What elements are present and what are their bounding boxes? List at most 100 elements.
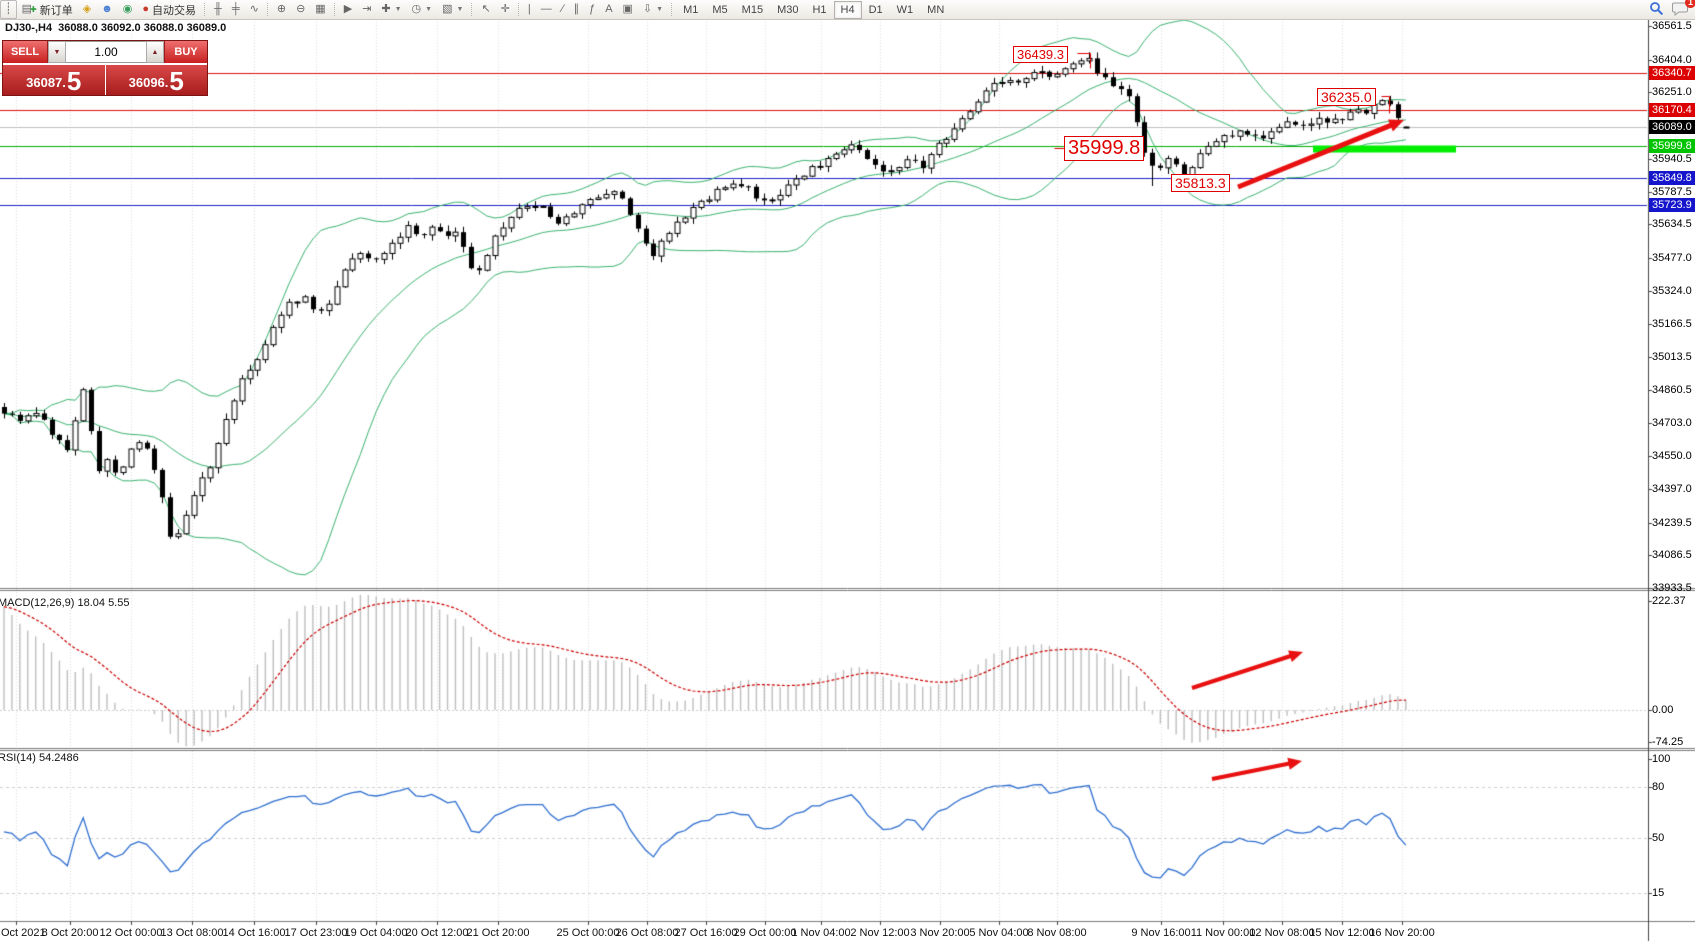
- price-axis-tick: 36561.5: [1652, 20, 1692, 32]
- sell-button[interactable]: SELL: [3, 41, 48, 63]
- horizontal-line-button[interactable]: ―: [536, 0, 557, 19]
- price-axis-tick: 34550.0: [1652, 450, 1692, 463]
- time-axis-label: 29 Oct 00:00: [733, 927, 797, 939]
- time-axis-label: 12 Oct 00:00: [99, 927, 163, 939]
- zoom-in-icon: ⊕: [276, 3, 287, 15]
- trendline-icon: ∕: [561, 3, 564, 15]
- price-axis-tick: 34860.5: [1652, 383, 1692, 396]
- auto-scroll-icon: ▶: [343, 3, 353, 15]
- price-axis-tick: 34397.0: [1652, 482, 1692, 495]
- price-axis-badge: 35849.8: [1649, 171, 1695, 186]
- bar-chart-button[interactable]: ╫: [209, 0, 227, 19]
- volume-increase-button[interactable]: ▲: [146, 41, 164, 63]
- timeframe-h1-button[interactable]: H1: [812, 3, 827, 16]
- text-icon: A: [605, 3, 613, 15]
- rsi-axis-tick: 100: [1652, 753, 1671, 765]
- drag-handle-icon: ┊: [0, 0, 17, 19]
- price-axis-tick: 35166.5: [1652, 318, 1692, 331]
- arrows-icon: ⇩: [642, 3, 653, 15]
- auto-trading-icon: ●: [142, 3, 150, 15]
- price-axis-badge: 36340.7: [1649, 66, 1695, 81]
- equidistant-channel-icon: ∥: [573, 3, 580, 15]
- vertical-line-button[interactable]: |: [523, 0, 536, 19]
- price-callout-low[interactable]: 35813.3: [1171, 174, 1230, 192]
- price-axis-tick: 35324.0: [1652, 284, 1692, 297]
- timeframe-w1-button[interactable]: W1: [896, 3, 914, 16]
- add-indicator-button[interactable]: ✚ ▼: [376, 0, 406, 19]
- candlestick-chart-icon: ╪: [231, 3, 240, 15]
- templates-button[interactable]: ▧ ▼: [437, 0, 468, 19]
- community-icon[interactable]: ☻: [96, 0, 118, 19]
- vertical-line-icon: |: [527, 3, 531, 15]
- time-axis-label: 19 Oct 04:00: [344, 927, 408, 939]
- time-axis-label: 2 Nov 12:00: [850, 927, 910, 939]
- layouts-icon[interactable]: ◈: [78, 0, 96, 19]
- chart-shift-icon: ⇥: [362, 3, 372, 15]
- templates-icon: ▧: [442, 3, 453, 15]
- zoom-out-button[interactable]: ⊖: [291, 0, 310, 19]
- time-axis-label: 5 Nov 04:00: [969, 927, 1029, 939]
- fibonacci-icon: ƒ: [589, 3, 596, 15]
- trendline-button[interactable]: ∕: [557, 0, 569, 19]
- drag-handle-icon: ┊: [5, 3, 12, 15]
- volume-decrease-button[interactable]: ▼: [48, 41, 66, 63]
- price-axis-badge: 36089.0: [1649, 120, 1695, 135]
- periods-button[interactable]: ◷ ▼: [407, 0, 438, 19]
- price-callout-pivot[interactable]: 35999.8: [1064, 136, 1145, 161]
- cursor-icon: ↖: [481, 3, 491, 15]
- notification-count-badge: 1: [1685, 0, 1695, 8]
- auto-trading-button[interactable]: ● 自动交易: [137, 0, 201, 19]
- buy-price[interactable]: 36096. 5: [105, 65, 207, 95]
- search-icon[interactable]: [1649, 1, 1664, 19]
- time-axis-label: 8 Nov 08:00: [1027, 927, 1087, 939]
- price-axis-tick: 36404.0: [1652, 53, 1692, 66]
- toolbar-right: 1: [1649, 0, 1695, 19]
- price-axis-tick: 36251.0: [1652, 86, 1692, 99]
- text-label-button[interactable]: ▣: [618, 0, 638, 19]
- rsi-axis-tick: 80: [1652, 781, 1665, 793]
- main-toolbar: ┊ ▤ ✚ 新订单 ◈ ☻ ◉ ● 自动交易 ╫ ╪ ∿ ⊕ ⊖ ▦ ▶ ⇥ ✚ ▼ ◷ ▼ ▧ ▼ ↖ ✛ | ― ∕ ∥ ƒ A ▣ ⇩ ▼ M…: [0, 0, 1695, 20]
- timeframe-m5-button[interactable]: M5: [712, 3, 728, 16]
- timeframe-m1-button[interactable]: M1: [683, 3, 699, 16]
- new-order-label: 新订单: [39, 4, 73, 17]
- timeframe-m30-button[interactable]: M30: [777, 3, 799, 16]
- sell-price[interactable]: 36087. 5: [3, 65, 106, 95]
- signals-icon[interactable]: ◉: [118, 0, 138, 19]
- timeframe-m15-button[interactable]: M15: [741, 3, 764, 16]
- line-chart-button[interactable]: ∿: [245, 0, 264, 19]
- price-axis-tick: 33933.5: [1652, 582, 1692, 594]
- cursor-button[interactable]: ↖: [476, 0, 495, 19]
- periods-dropdown-icon: ▼: [425, 6, 433, 13]
- line-chart-icon: ∿: [249, 3, 259, 15]
- candlestick-chart-button[interactable]: ╪: [227, 0, 245, 19]
- crosshair-icon: ✛: [500, 3, 510, 15]
- time-axis-label: 13 Oct 08:00: [160, 927, 224, 939]
- auto-scroll-button[interactable]: ▶: [339, 0, 357, 19]
- signals-icon: ◉: [122, 3, 133, 15]
- equidistant-channel-button[interactable]: ∥: [569, 0, 585, 19]
- arrows-button[interactable]: ⇩ ▼: [638, 0, 668, 19]
- price-callout-recent-high[interactable]: 36235.0: [1317, 88, 1376, 106]
- timeframe-mn-button[interactable]: MN: [927, 3, 945, 16]
- text-button[interactable]: A: [600, 0, 617, 19]
- new-order-icon: ▤: [21, 3, 33, 15]
- symbol-period-label: DJ30-,H4: [5, 22, 53, 34]
- notifications-icon[interactable]: 1: [1672, 0, 1695, 19]
- chart-shift-button[interactable]: ⇥: [357, 0, 376, 19]
- fibonacci-button[interactable]: ƒ: [584, 0, 600, 19]
- tile-windows-button[interactable]: ▦: [310, 0, 330, 19]
- new-order-button[interactable]: ▤ ✚ 新订单: [21, 3, 73, 17]
- volume-input[interactable]: 1.00: [66, 41, 146, 63]
- price-axis-badge: 36170.4: [1649, 102, 1695, 117]
- price-callout-high[interactable]: 36439.3: [1013, 46, 1068, 63]
- crosshair-button[interactable]: ✛: [496, 0, 515, 19]
- chart-title: DJ30-,H4 36088.0 36092.0 36088.0 36089.0: [5, 22, 232, 34]
- zoom-in-button[interactable]: ⊕: [272, 0, 291, 19]
- price-axis-tick: 34086.5: [1652, 549, 1692, 562]
- buy-button[interactable]: BUY: [164, 41, 207, 63]
- timeframe-h4-button[interactable]: H4: [833, 0, 862, 19]
- time-axis-label: 3 Nov 20:00: [910, 927, 970, 939]
- timeframe-d1-button[interactable]: D1: [868, 3, 883, 16]
- price-axis-tick: 34239.5: [1652, 516, 1692, 529]
